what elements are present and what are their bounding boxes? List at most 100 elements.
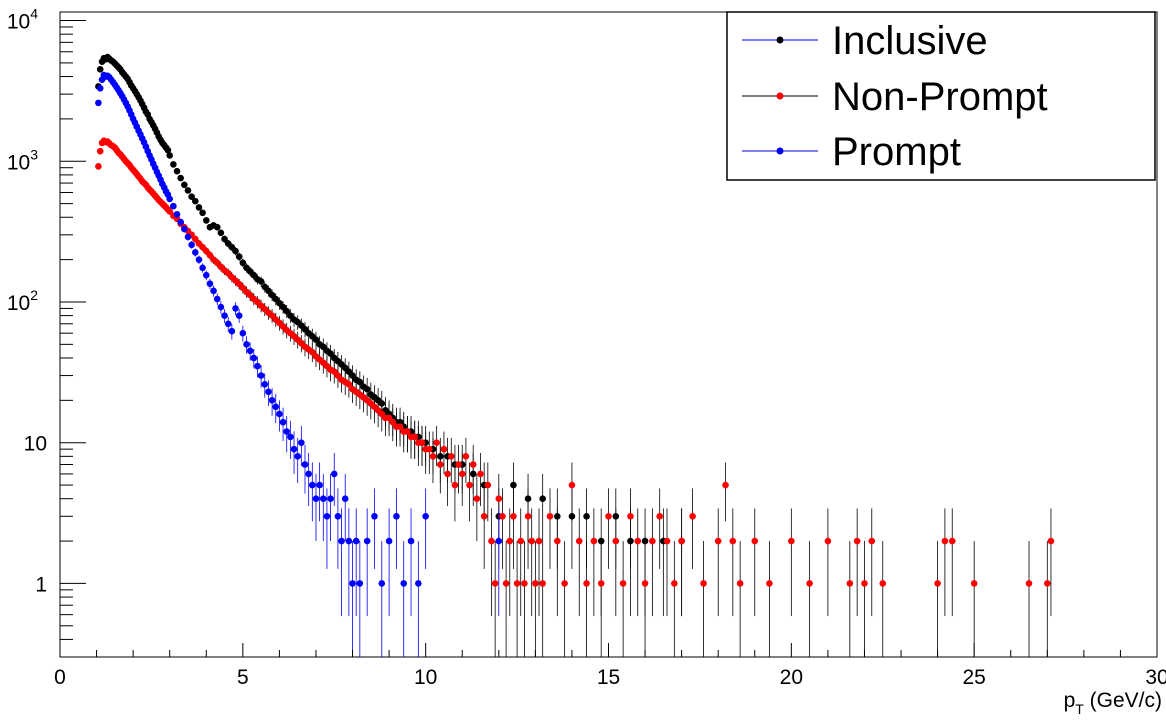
data-point bbox=[766, 580, 773, 587]
data-point bbox=[404, 428, 411, 435]
data-point bbox=[356, 378, 364, 386]
data-point bbox=[188, 193, 195, 200]
data-point bbox=[663, 537, 671, 545]
data-point bbox=[458, 470, 466, 478]
data-point bbox=[506, 537, 514, 545]
data-point bbox=[268, 397, 276, 404]
y-tick-label: 103 bbox=[7, 146, 38, 174]
x-tick-label: 25 bbox=[962, 666, 985, 689]
data-point bbox=[363, 537, 371, 545]
data-point bbox=[444, 470, 451, 478]
x-axis-title-sub: T bbox=[1075, 701, 1084, 717]
series-prompt bbox=[95, 71, 503, 657]
data-point bbox=[462, 453, 470, 460]
data-point bbox=[824, 537, 832, 545]
data-point bbox=[671, 580, 678, 587]
legend-marker-inclusive bbox=[776, 36, 784, 44]
data-point bbox=[499, 512, 506, 520]
data-point bbox=[334, 512, 342, 520]
y-tick-exponent: 4 bbox=[30, 6, 38, 22]
data-point bbox=[948, 537, 956, 545]
data-point bbox=[257, 278, 265, 285]
data-point bbox=[195, 256, 203, 263]
data-point bbox=[400, 580, 408, 587]
data-point bbox=[473, 495, 481, 502]
data-point bbox=[279, 418, 287, 426]
data-point bbox=[287, 433, 294, 441]
data-point bbox=[177, 174, 184, 182]
data-point bbox=[191, 235, 199, 243]
data-point bbox=[290, 445, 298, 453]
data-point bbox=[418, 439, 426, 447]
data-point bbox=[590, 537, 598, 545]
data-point bbox=[352, 537, 360, 545]
data-point bbox=[546, 512, 554, 520]
data-point bbox=[689, 512, 696, 520]
data-point bbox=[1025, 580, 1033, 587]
data-point bbox=[356, 580, 364, 587]
data-point bbox=[206, 251, 214, 259]
data-point bbox=[232, 247, 239, 255]
data-point bbox=[389, 418, 397, 426]
data-point bbox=[422, 512, 429, 520]
data-point bbox=[276, 410, 283, 418]
data-point bbox=[309, 348, 316, 356]
data-point bbox=[532, 580, 539, 587]
data-point bbox=[217, 303, 225, 311]
data-point bbox=[96, 147, 104, 155]
data-point bbox=[941, 537, 949, 545]
data-point bbox=[309, 481, 316, 489]
data-point bbox=[517, 537, 525, 545]
y-tick-label: 104 bbox=[7, 6, 38, 34]
y-tick-base: 10 bbox=[7, 292, 30, 315]
x-tick-label: 10 bbox=[414, 666, 437, 689]
data-point bbox=[722, 481, 729, 489]
data-point bbox=[806, 580, 813, 587]
data-point bbox=[184, 187, 192, 194]
x-axis-title: pT (GeV/c) bbox=[1064, 689, 1162, 717]
data-point bbox=[257, 372, 265, 379]
data-point bbox=[535, 537, 543, 545]
data-point bbox=[254, 362, 261, 370]
legend-marker-non-prompt bbox=[776, 92, 784, 100]
data-point bbox=[298, 439, 305, 447]
data-point bbox=[583, 512, 590, 520]
data-point bbox=[371, 512, 378, 520]
data-point bbox=[173, 167, 181, 175]
x-axis-title-main: p bbox=[1064, 689, 1076, 712]
data-point bbox=[788, 537, 795, 545]
data-point bbox=[95, 163, 102, 170]
data-point bbox=[221, 235, 228, 243]
data-point bbox=[440, 445, 448, 453]
data-point bbox=[714, 537, 722, 545]
data-point bbox=[246, 347, 254, 355]
data-point bbox=[641, 580, 649, 587]
data-point bbox=[235, 253, 243, 260]
data-point bbox=[649, 537, 656, 545]
data-point bbox=[164, 146, 172, 154]
data-point bbox=[612, 537, 620, 545]
series-non-prompt bbox=[95, 137, 1055, 657]
data-point bbox=[521, 580, 528, 587]
y-tick-base: 10 bbox=[7, 11, 30, 34]
data-point bbox=[433, 439, 440, 447]
data-point bbox=[96, 84, 104, 92]
data-point bbox=[232, 305, 239, 312]
data-point bbox=[466, 481, 473, 489]
data-point bbox=[239, 329, 247, 337]
data-point bbox=[173, 210, 181, 218]
data-point bbox=[415, 580, 422, 587]
data-point bbox=[217, 229, 225, 237]
data-point bbox=[429, 453, 437, 460]
data-point bbox=[177, 218, 184, 226]
data-point bbox=[634, 537, 642, 545]
data-point bbox=[554, 537, 561, 545]
x-tick-label: 15 bbox=[597, 666, 620, 689]
data-point bbox=[846, 580, 854, 587]
data-point bbox=[221, 312, 228, 319]
data-point bbox=[327, 495, 334, 502]
y-tick-exponent: 3 bbox=[30, 146, 38, 162]
data-point bbox=[575, 537, 583, 545]
data-point bbox=[678, 537, 685, 545]
